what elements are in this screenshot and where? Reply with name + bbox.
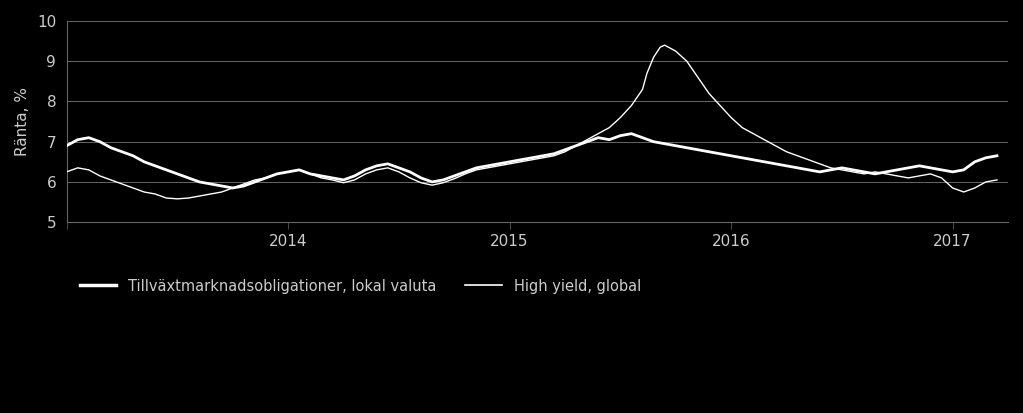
Y-axis label: Ränta, %: Ränta, %: [15, 87, 30, 156]
Legend: Tillväxtmarknadsobligationer, lokal valuta, High yield, global: Tillväxtmarknadsobligationer, lokal valu…: [74, 273, 647, 299]
